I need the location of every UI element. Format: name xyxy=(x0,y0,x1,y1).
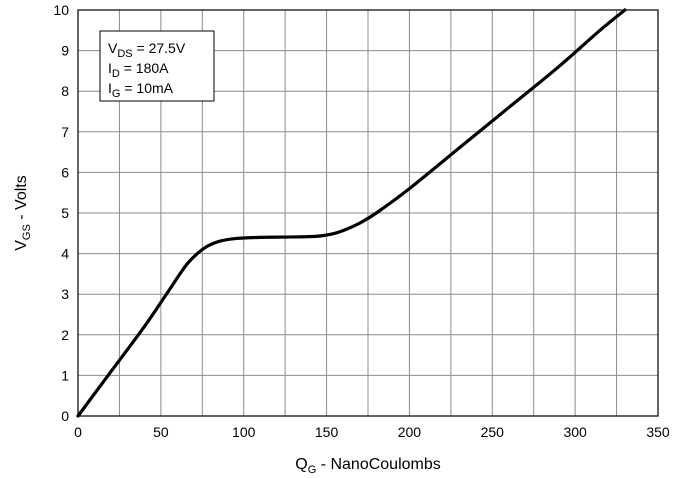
x-tick-labels: 0 50 100 150 200 250 300 350 xyxy=(74,424,670,440)
x-tick-label: 350 xyxy=(646,424,670,440)
y-axis-label-main: V xyxy=(13,240,30,251)
annotation-frame xyxy=(99,30,215,102)
y-axis-label: VGS - Volts xyxy=(13,175,33,250)
gate-charge-curve xyxy=(76,8,627,418)
x-tick-label: 150 xyxy=(315,424,339,440)
y-tick-label: 9 xyxy=(61,43,69,59)
x-axis-label-main: Q xyxy=(295,456,307,473)
y-tick-label: 6 xyxy=(61,164,69,180)
y-axis-label-sub: GS xyxy=(21,224,33,240)
y-tick-label: 1 xyxy=(61,367,69,383)
plot-area-frame xyxy=(77,9,659,417)
x-tick-label: 0 xyxy=(74,424,82,440)
annotation-line: ID = 180A xyxy=(108,60,169,80)
x-tick-label: 250 xyxy=(481,424,505,440)
x-axis-label-rest: - NanoCoulombs xyxy=(316,456,441,473)
y-tick-label: 8 xyxy=(61,83,69,99)
x-axis-label: QG - NanoCoulombs xyxy=(295,456,441,476)
y-tick-label: 5 xyxy=(61,205,69,221)
y-tick-label: 4 xyxy=(61,246,69,262)
series-layer xyxy=(76,8,627,418)
x-tick-label: 300 xyxy=(563,424,587,440)
y-tick-label: 3 xyxy=(61,286,69,302)
annotation-line: IG = 10mA xyxy=(108,80,174,100)
x-tick-label: 100 xyxy=(232,424,256,440)
y-axis-label-rest: - Volts xyxy=(13,175,30,224)
x-tick-label: 50 xyxy=(153,424,169,440)
y-tick-label: 2 xyxy=(61,327,69,343)
grid xyxy=(78,10,658,416)
y-tick-label: 10 xyxy=(53,2,69,18)
x-axis-label-sub: G xyxy=(308,464,317,476)
x-tick-label: 200 xyxy=(398,424,422,440)
y-tick-labels: 0 1 2 3 4 5 6 7 8 9 10 xyxy=(53,2,69,424)
y-tick-label: 0 xyxy=(61,408,69,424)
annotation-line: VDS = 27.5V xyxy=(108,40,186,60)
y-tick-label: 7 xyxy=(61,124,69,140)
